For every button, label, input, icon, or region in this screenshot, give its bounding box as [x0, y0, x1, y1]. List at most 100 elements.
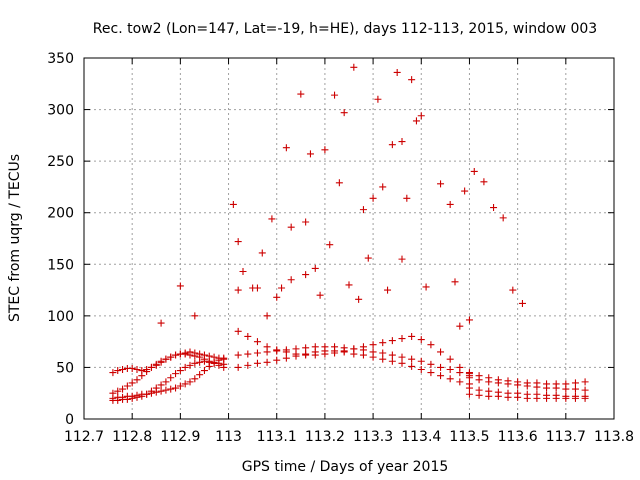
- data-point: [234, 351, 242, 359]
- data-point: [331, 343, 339, 351]
- data-point: [393, 68, 401, 76]
- data-point: [196, 350, 204, 358]
- y-tick-label: 300: [47, 103, 74, 119]
- data-point: [417, 357, 425, 365]
- data-point: [345, 281, 353, 289]
- data-point: [258, 249, 266, 257]
- data-point: [109, 369, 117, 377]
- data-point: [234, 327, 242, 335]
- data-point: [157, 381, 165, 389]
- x-tick-label: 113.7: [546, 429, 586, 445]
- data-point: [417, 365, 425, 373]
- data-point: [451, 278, 459, 286]
- data-point: [388, 141, 396, 149]
- y-tick-label: 100: [47, 309, 74, 325]
- data-point: [167, 385, 175, 393]
- x-tick-label: 112.8: [112, 429, 152, 445]
- x-tick-label: 113.3: [353, 429, 393, 445]
- data-point: [306, 150, 314, 158]
- data-point: [186, 348, 194, 356]
- data-point: [234, 238, 242, 246]
- data-point: [408, 332, 416, 340]
- data-point: [253, 338, 261, 346]
- data-point: [316, 291, 324, 299]
- data-point: [205, 352, 213, 360]
- data-point: [263, 343, 271, 351]
- data-point: [152, 361, 160, 369]
- data-point: [422, 283, 430, 291]
- data-point: [253, 359, 261, 367]
- data-point: [523, 379, 531, 387]
- data-point: [302, 344, 310, 352]
- data-point: [114, 367, 122, 375]
- data-point: [494, 392, 502, 400]
- chart-title: Rec. tow2 (Lon=147, Lat=-19, h=HE), days…: [93, 21, 597, 37]
- y-tick-label: 350: [47, 51, 74, 67]
- data-point: [138, 367, 146, 375]
- data-point: [263, 358, 271, 366]
- x-tick-label: 113.2: [305, 429, 345, 445]
- data-point: [485, 374, 493, 382]
- data-point: [186, 361, 194, 369]
- data-point: [172, 384, 180, 392]
- data-point: [581, 386, 589, 394]
- data-point: [571, 379, 579, 387]
- data-point: [302, 351, 310, 359]
- data-point: [292, 350, 300, 358]
- data-point: [152, 388, 160, 396]
- data-point: [172, 351, 180, 359]
- data-point: [321, 146, 329, 154]
- y-tick-label: 150: [47, 257, 74, 273]
- data-point: [581, 378, 589, 386]
- data-point: [509, 286, 517, 294]
- data-point: [157, 319, 165, 327]
- data-point: [268, 215, 276, 223]
- data-point: [437, 180, 445, 188]
- data-point: [427, 360, 435, 368]
- y-tick-label: 250: [47, 154, 74, 170]
- data-point: [398, 138, 406, 146]
- x-tick-label: 113.5: [449, 429, 489, 445]
- data-point: [302, 218, 310, 226]
- data-point: [119, 365, 127, 373]
- series-sat-j: [465, 369, 589, 388]
- data-point: [239, 268, 247, 276]
- data-point: [176, 367, 184, 375]
- data-point: [359, 206, 367, 214]
- data-point: [465, 384, 473, 392]
- data-point: [123, 382, 131, 390]
- x-axis-label: GPS time / Days of year 2015: [242, 459, 449, 475]
- data-point: [379, 339, 387, 347]
- data-point: [311, 351, 319, 359]
- data-point: [369, 348, 377, 356]
- y-tick-label: 50: [56, 360, 74, 376]
- data-point: [311, 343, 319, 351]
- series-sat-e: [234, 347, 473, 388]
- data-point: [437, 348, 445, 356]
- tick-layer: 112.7 112.8 112.9 113 113.1 113.2 113.3 113.4 11…: [47, 51, 634, 445]
- data-point: [388, 351, 396, 359]
- y-tick-label: 0: [65, 412, 74, 428]
- data-point: [398, 359, 406, 367]
- data-point: [282, 354, 290, 362]
- data-point: [331, 91, 339, 99]
- data-point: [533, 379, 541, 387]
- data-point: [562, 394, 570, 402]
- data-point: [369, 194, 377, 202]
- series-sat-k: [465, 390, 589, 402]
- data-point: [518, 299, 526, 307]
- y-tick-label: 200: [47, 206, 74, 222]
- data-point: [359, 343, 367, 351]
- data-point: [147, 389, 155, 397]
- data-point: [350, 345, 358, 353]
- data-point: [465, 390, 473, 398]
- data-point: [128, 392, 136, 400]
- data-point: [143, 365, 151, 373]
- data-point: [335, 179, 343, 187]
- data-point: [504, 393, 512, 401]
- data-point: [446, 365, 454, 373]
- data-point: [196, 371, 204, 379]
- data-point: [278, 284, 286, 292]
- data-point: [133, 376, 141, 384]
